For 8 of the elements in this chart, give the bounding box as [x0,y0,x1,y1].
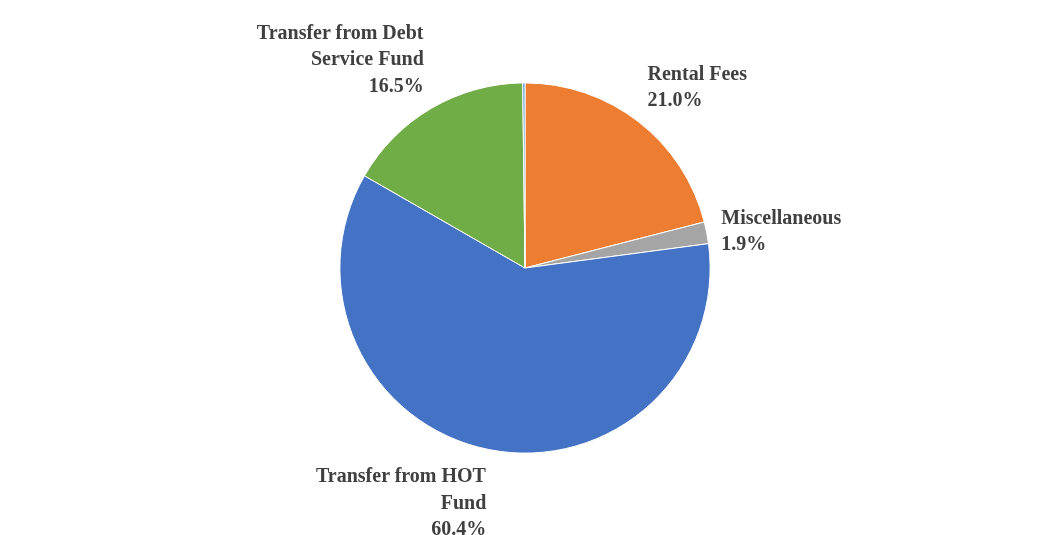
slice-label: Miscellaneous [721,205,842,228]
slice-label: Transfer from Debt Service Fund [256,20,424,70]
slice-label: Rental Fees [647,61,748,84]
data-label: 60.4% [431,517,487,535]
data-label: 16.5% [368,73,424,96]
data-label: 21.0% [647,87,703,110]
slice-label: Transfer from HOT Fund [315,464,487,513]
data-label: 1.9% [721,232,767,255]
